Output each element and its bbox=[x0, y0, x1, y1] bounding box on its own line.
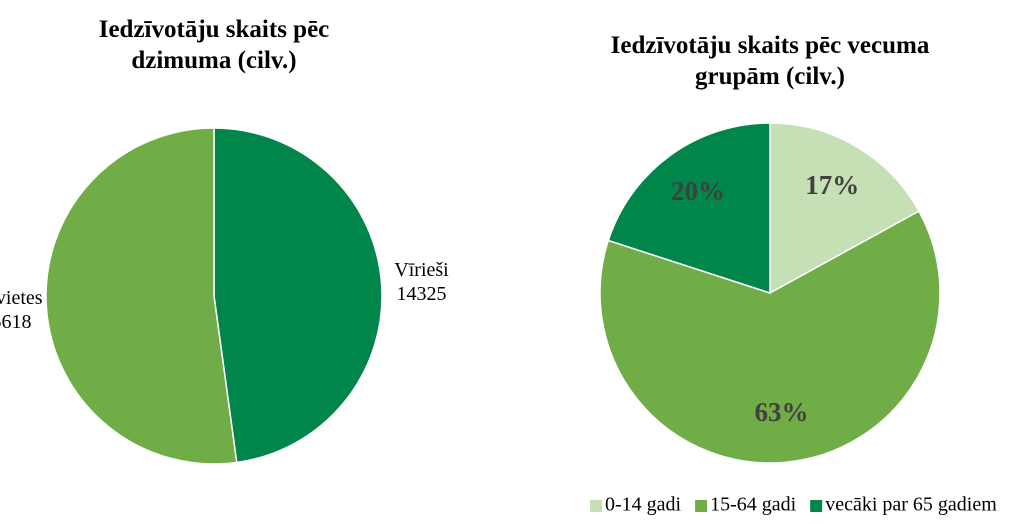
chart-title: Iedzīvotāju skaits pēc dzimuma (cilv.) bbox=[98, 16, 330, 74]
pie-slice bbox=[769, 122, 920, 295]
data-label: 63% bbox=[755, 397, 809, 427]
legend-swatch bbox=[590, 500, 602, 512]
pie-slice bbox=[213, 127, 383, 464]
data-label-value: 14325 bbox=[397, 282, 447, 304]
chart-title: Iedzīvotāju skaits pēc vecuma grupām (ci… bbox=[610, 32, 930, 90]
data-label-name: Vīrieši bbox=[394, 258, 449, 280]
data-label-value: 15618 bbox=[0, 311, 31, 333]
data-label: Vīrieši 14325 bbox=[394, 258, 449, 304]
legend-label: 0-14 gadi bbox=[605, 494, 682, 516]
legend-label: vecāki par 65 gadiem bbox=[825, 494, 997, 516]
legend-swatch bbox=[810, 500, 823, 512]
data-label-name: Sievietes bbox=[0, 287, 43, 309]
pie-slice bbox=[599, 210, 941, 464]
data-label: 17% bbox=[805, 170, 859, 200]
data-label: 20% bbox=[671, 176, 725, 206]
data-label: Sievietes15618 bbox=[0, 287, 43, 333]
pie-slice bbox=[607, 122, 771, 295]
legend-label: 15-64 gadi bbox=[710, 494, 797, 516]
legend-swatch bbox=[695, 500, 708, 512]
pie-slice bbox=[45, 127, 238, 465]
